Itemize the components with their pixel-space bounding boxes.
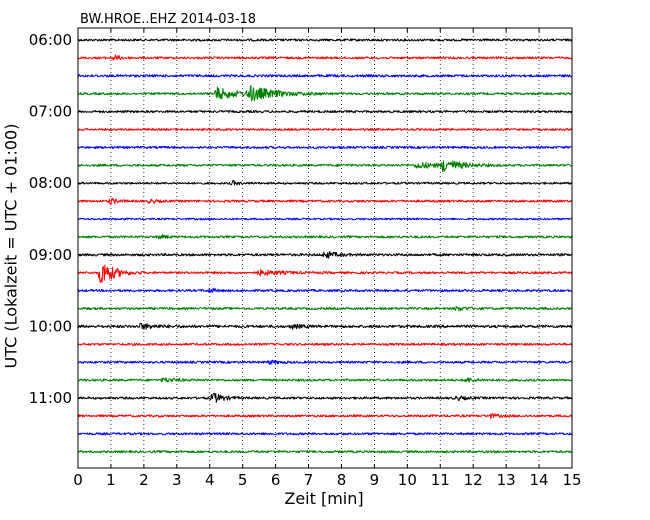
grid-lines bbox=[110, 28, 540, 468]
x-tick-label: 7 bbox=[304, 471, 314, 489]
seismogram-trace bbox=[77, 145, 573, 149]
seismogram-trace bbox=[77, 54, 573, 61]
trace-group bbox=[77, 38, 573, 454]
seismogram-trace bbox=[77, 110, 573, 114]
x-tick-label: 6 bbox=[271, 471, 281, 489]
seismogram-trace bbox=[77, 38, 573, 42]
seismogram-trace bbox=[77, 322, 573, 330]
x-tick-label: 0 bbox=[73, 471, 83, 489]
plot-frame bbox=[77, 27, 573, 469]
seismogram-trace bbox=[77, 251, 573, 259]
seismogram-trace bbox=[77, 197, 573, 206]
seismogram-trace bbox=[77, 359, 573, 365]
x-tick-label: 13 bbox=[497, 471, 516, 489]
seismogram-trace bbox=[77, 233, 573, 240]
seismogram-trace bbox=[77, 432, 573, 436]
x-axis-ticks: 0 1 2 3 4 5 6 7 8 9 10 11 12 13 14 15 bbox=[73, 28, 582, 489]
x-tick-label: 15 bbox=[562, 471, 581, 489]
y-axis-ticks: 06:00 07:00 08:00 09:00 10:00 11:00 bbox=[29, 31, 572, 407]
y-tick-label: 10:00 bbox=[29, 317, 72, 335]
x-tick-label: 9 bbox=[370, 471, 380, 489]
seismogram-trace bbox=[77, 179, 573, 186]
x-tick-label: 10 bbox=[398, 471, 417, 489]
x-tick-label: 12 bbox=[464, 471, 483, 489]
seismogram-trace bbox=[77, 450, 573, 454]
x-tick-label: 1 bbox=[106, 471, 116, 489]
x-tick-label: 5 bbox=[238, 471, 248, 489]
x-axis-label: Zeit [min] bbox=[284, 489, 364, 508]
chart-title: BW.HROE..EHZ 2014-03-18 bbox=[80, 12, 257, 27]
y-tick-label: 07:00 bbox=[29, 103, 72, 121]
x-tick-label: 11 bbox=[431, 471, 450, 489]
seismogram-trace bbox=[77, 84, 573, 102]
x-tick-label: 14 bbox=[530, 471, 549, 489]
seismogram-trace bbox=[77, 377, 573, 383]
seismogram-trace bbox=[77, 74, 573, 78]
y-tick-label: 11:00 bbox=[29, 389, 72, 407]
x-tick-label: 2 bbox=[139, 471, 149, 489]
seismogram-trace bbox=[77, 342, 573, 346]
y-tick-label: 09:00 bbox=[29, 246, 72, 264]
seismogram-trace bbox=[77, 288, 573, 293]
x-tick-label: 3 bbox=[172, 471, 182, 489]
seismogram-trace bbox=[77, 217, 573, 221]
x-tick-label: 4 bbox=[205, 471, 215, 489]
seismogram-trace bbox=[77, 392, 573, 403]
seismogram-trace bbox=[77, 128, 573, 131]
y-tick-label: 06:00 bbox=[29, 31, 72, 49]
seismogram-trace bbox=[77, 264, 573, 283]
seismogram-trace bbox=[77, 305, 573, 312]
y-tick-label: 08:00 bbox=[29, 174, 72, 192]
seismogram-trace bbox=[77, 413, 573, 420]
x-tick-label: 8 bbox=[337, 471, 347, 489]
seismogram-trace bbox=[77, 160, 573, 173]
